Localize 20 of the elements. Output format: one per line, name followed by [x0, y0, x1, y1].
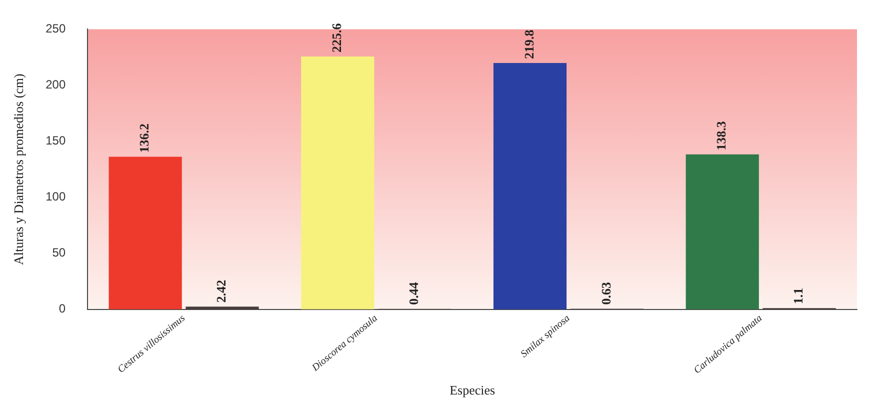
data-label: 138.3 [714, 120, 729, 150]
y-tick-label: 250 [46, 22, 66, 36]
y-tick-label: 50 [52, 246, 66, 260]
bar [493, 63, 567, 310]
y-tick-label: 0 [58, 302, 66, 316]
y-axis-title: Alturas y Diametros promedios (cm) [11, 74, 26, 265]
data-label: 219.8 [521, 29, 536, 60]
y-tick-label: 100 [46, 190, 66, 204]
data-label: 0.63 [598, 281, 614, 305]
bar [108, 156, 182, 310]
bar [686, 154, 759, 310]
data-label: 225.6 [329, 22, 344, 53]
bar [301, 56, 374, 310]
data-label: 0.44 [406, 282, 421, 305]
x-axis-title: Especies [450, 382, 496, 398]
data-label: 2.42 [214, 280, 229, 303]
data-label: 1.1 [790, 288, 806, 304]
y-tick-label: 200 [46, 78, 66, 92]
y-tick-label: 150 [46, 134, 66, 148]
data-label: 136.2 [136, 123, 152, 153]
